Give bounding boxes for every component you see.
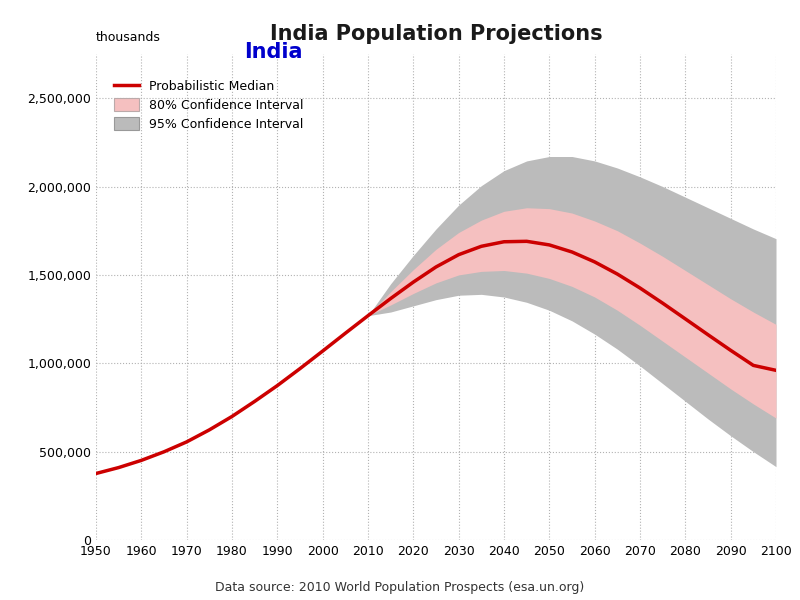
Text: India: India [244, 42, 302, 62]
Text: Data source: 2010 World Population Prospects (esa.un.org): Data source: 2010 World Population Prosp… [215, 581, 585, 594]
Legend: Probabilistic Median, 80% Confidence Interval, 95% Confidence Interval: Probabilistic Median, 80% Confidence Int… [109, 75, 309, 136]
Text: thousands: thousands [96, 31, 161, 44]
Title: India Population Projections: India Population Projections [270, 24, 602, 44]
